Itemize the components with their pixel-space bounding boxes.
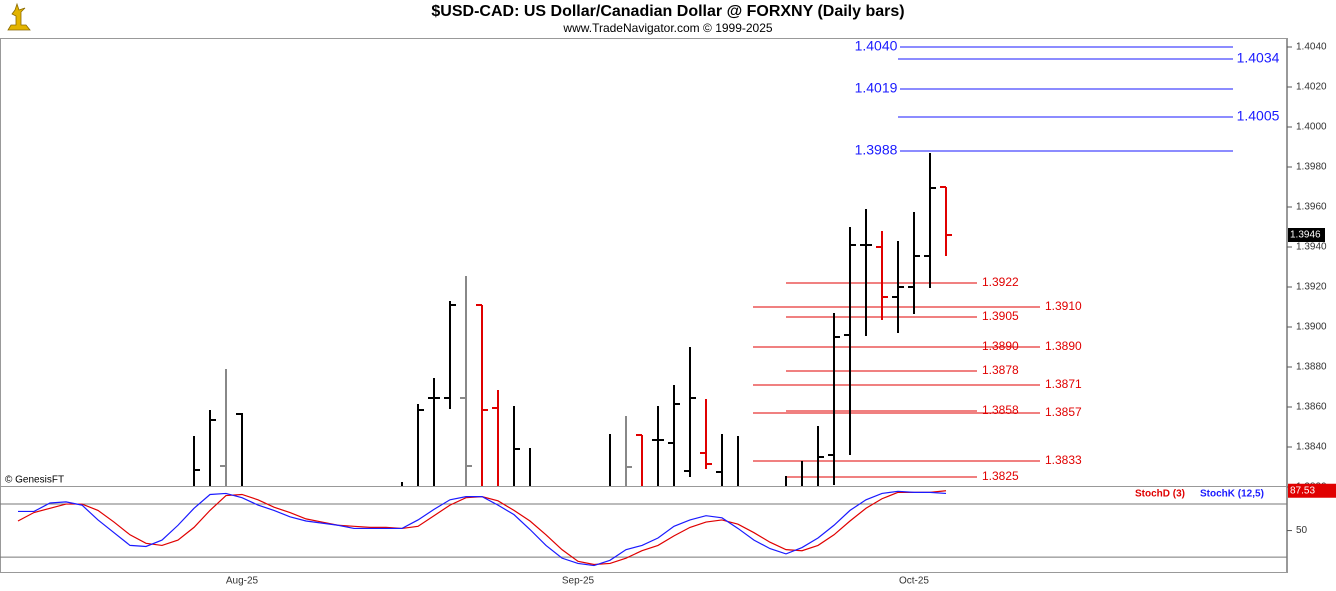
chart-title: $USD-CAD: US Dollar/Canadian Dollar @ FO… [431, 3, 904, 20]
y-tick-label: 1.3840 [1296, 442, 1327, 453]
level-label: 1.3878 [982, 363, 1019, 377]
level-label: 1.3833 [1045, 453, 1082, 467]
x-tick-label: Sep-25 [562, 576, 595, 587]
watermark: © GenesisFT [5, 475, 64, 486]
level-label: 1.3922 [982, 275, 1019, 289]
y-tick-label: 1.4000 [1296, 122, 1327, 133]
y-tick-label: 1.3860 [1296, 402, 1327, 413]
level-label: 1.3890 [1045, 339, 1082, 353]
y-tick-label: 1.3960 [1296, 202, 1327, 213]
level-label: 1.3857 [1045, 405, 1082, 419]
legend-entry: StochD (3) [1135, 489, 1185, 500]
level-label: 1.4034 [1237, 50, 1280, 66]
y-tick-label: 1.3920 [1296, 282, 1327, 293]
level-label: 1.3871 [1045, 377, 1082, 391]
level-label: 1.4019 [855, 80, 898, 96]
stoch-panel [0, 490, 1287, 567]
last-price-box [1288, 228, 1325, 242]
plot-frame [0, 38, 1287, 573]
y-tick-label: 50 [1296, 525, 1308, 536]
logo [7, 2, 31, 31]
chart-subtitle: www.TradeNavigator.com © 1999-2025 [562, 21, 772, 35]
level-label: 1.4005 [1237, 108, 1280, 124]
y-tick-label: 1.4020 [1296, 82, 1327, 93]
level-label: 1.3988 [855, 142, 898, 158]
x-tick-label: Oct-25 [899, 576, 929, 587]
level-label: 1.3905 [982, 309, 1019, 323]
level-label: 1.3910 [1045, 299, 1082, 313]
y-tick-label: 1.3880 [1296, 362, 1327, 373]
y-tick-label: 1.3900 [1296, 322, 1327, 333]
level-label: 1.3890 [982, 339, 1019, 353]
level-label: 1.3825 [982, 469, 1019, 483]
last-price-label: 1.3946 [1290, 230, 1321, 241]
axes: 1.40401.40201.40001.39801.39601.39401.39… [226, 42, 1336, 587]
last-stoch-label: 87.53 [1290, 485, 1315, 496]
x-tick-label: Aug-25 [226, 576, 259, 587]
stoch-line [18, 490, 947, 567]
level-label: 1.3858 [982, 403, 1019, 417]
price-panel: 1.4040 1.4034 1.4019 1.4005 1.3988 1.3922 1.39… [193, 38, 1280, 486]
y-tick-label: 1.3940 [1296, 242, 1327, 253]
last-stoch-box [1288, 483, 1336, 498]
y-tick-label: 1.3980 [1296, 162, 1327, 173]
level-label: 1.4040 [855, 38, 898, 54]
y-tick-label: 1.4040 [1296, 42, 1327, 53]
legend-entry: StochK (12,5) [1200, 489, 1264, 500]
